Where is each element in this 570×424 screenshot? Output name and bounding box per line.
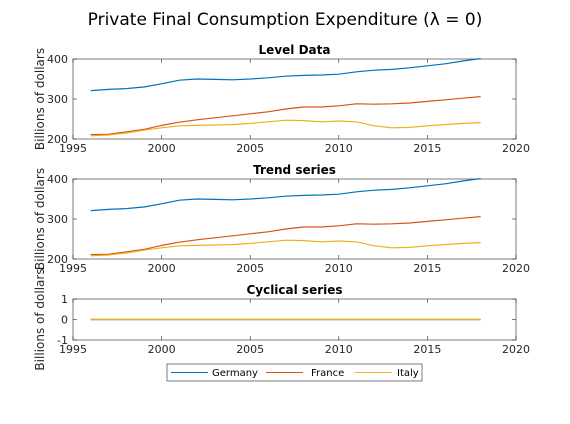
- figure-title: Private Final Consumption Expenditure (λ…: [88, 10, 483, 30]
- x-tick-label: 2000: [148, 262, 176, 275]
- series-line-france: [90, 216, 481, 256]
- y-tick-label: -1: [57, 334, 68, 347]
- legend-label-germany: Germany: [212, 368, 258, 379]
- x-tick-label: 2020: [502, 262, 530, 275]
- series-line-germany: [90, 58, 481, 92]
- legend: Germany France Italy: [166, 363, 423, 382]
- y-tick-label: 200: [47, 253, 68, 266]
- series-line-italy: [90, 239, 481, 257]
- y-tick-label: 300: [47, 213, 68, 226]
- x-tick-label: 2010: [325, 142, 353, 155]
- legend-label-italy: Italy: [397, 368, 419, 379]
- axes-level-data: Level Data 1995 2000 2005 2010 2015 2020 200 300…: [33, 43, 530, 155]
- x-tick-label: 2005: [236, 343, 264, 356]
- y-tick-label: 200: [47, 133, 68, 146]
- x-tick-label: 1995: [59, 142, 87, 155]
- x-tick-label: 1995: [59, 262, 87, 275]
- plot-area: [72, 58, 517, 140]
- legend-label-france: France: [311, 368, 344, 379]
- x-tick-label: 2000: [148, 343, 176, 356]
- axes-title-trend-series: Trend series: [253, 163, 336, 177]
- x-tick-label: 2020: [502, 142, 530, 155]
- axes-cyclical-series: Cyclical series 1995 2000 2005 2010 2015 2020 -…: [33, 268, 530, 370]
- axes-trend-series: Trend series 1995 2000 2005 2010 2015 2020 200 3…: [33, 163, 530, 275]
- axes-title-cyclical-series: Cyclical series: [246, 283, 342, 297]
- x-tick-label: 2010: [325, 262, 353, 275]
- x-tick-label: 2005: [236, 262, 264, 275]
- series-line-italy: [90, 119, 481, 137]
- x-tick-label: 2005: [236, 142, 264, 155]
- x-tick-label: 2015: [413, 142, 441, 155]
- x-tick-label: 2020: [502, 343, 530, 356]
- x-tick-label: 2010: [325, 343, 353, 356]
- y-tick-label: 400: [47, 53, 68, 66]
- x-tick-label: 2000: [148, 142, 176, 155]
- series-line-france: [90, 96, 481, 136]
- x-tick-label: 2015: [413, 343, 441, 356]
- y-axis-label: Billions of dollars: [33, 168, 47, 270]
- axes-title-level-data: Level Data: [259, 43, 331, 57]
- x-tick-label: 1995: [59, 343, 87, 356]
- y-axis-label: Billions of dollars: [33, 268, 47, 370]
- x-tick-label: 2015: [413, 262, 441, 275]
- plot-area: [72, 178, 517, 260]
- series-line-germany: [90, 178, 481, 212]
- y-axis-label: Billions of dollars: [33, 48, 47, 150]
- y-tick-label: 400: [47, 173, 68, 186]
- y-tick-label: 300: [47, 93, 68, 106]
- y-tick-label: 0: [61, 314, 68, 327]
- y-tick-label: 1: [61, 293, 68, 306]
